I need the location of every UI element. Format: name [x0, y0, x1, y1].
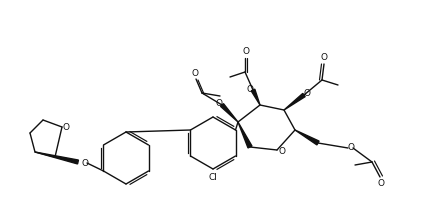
- Text: O: O: [321, 54, 327, 63]
- Text: O: O: [348, 143, 354, 152]
- Text: O: O: [216, 100, 223, 109]
- Text: O: O: [247, 84, 253, 94]
- Text: O: O: [303, 89, 310, 98]
- Polygon shape: [251, 89, 260, 105]
- Polygon shape: [238, 122, 252, 148]
- Text: O: O: [377, 180, 384, 189]
- Text: Cl: Cl: [208, 174, 217, 183]
- Polygon shape: [284, 93, 305, 110]
- Polygon shape: [220, 104, 238, 122]
- Polygon shape: [35, 152, 78, 164]
- Polygon shape: [295, 130, 319, 145]
- Text: O: O: [191, 69, 199, 77]
- Text: O: O: [62, 123, 69, 132]
- Text: O: O: [279, 147, 285, 157]
- Text: O: O: [243, 48, 250, 57]
- Text: O: O: [81, 158, 89, 167]
